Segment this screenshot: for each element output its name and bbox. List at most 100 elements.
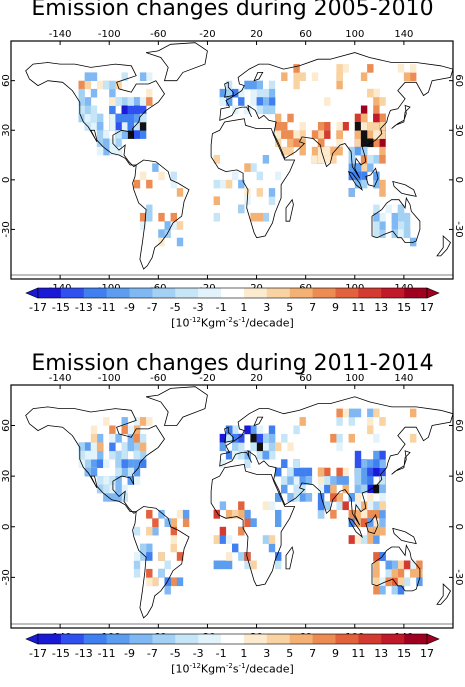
grid-cell bbox=[373, 433, 380, 443]
colorbar-segment bbox=[83, 634, 107, 644]
grid-cell bbox=[115, 146, 122, 156]
grid-cell bbox=[238, 204, 245, 214]
grid-cell bbox=[238, 97, 245, 106]
grid-cell bbox=[103, 146, 110, 156]
grid-cell bbox=[158, 212, 165, 222]
lon-tick-label-top: 60 bbox=[299, 29, 312, 40]
grid-cell bbox=[311, 130, 319, 139]
grid-cell bbox=[170, 212, 177, 222]
grid-cell bbox=[133, 442, 141, 452]
lat-tick-label-left: 30 bbox=[1, 124, 12, 137]
lon-tick-label-top: -60 bbox=[150, 29, 166, 40]
grid-cell bbox=[367, 88, 374, 98]
colorbar-tick-label: -3 bbox=[193, 647, 204, 660]
grid-cell bbox=[268, 80, 276, 90]
grid-cell bbox=[373, 408, 380, 418]
grid-cell bbox=[164, 221, 171, 230]
grid-cell bbox=[146, 417, 153, 426]
colorbar-segment bbox=[38, 634, 62, 644]
grid-cell bbox=[385, 204, 392, 214]
colorbar-tick-label: -11 bbox=[98, 647, 116, 660]
grid-cell bbox=[133, 179, 141, 189]
grid-cell bbox=[103, 80, 110, 90]
grid-cell bbox=[96, 484, 104, 494]
lon-tick-label-top: -20 bbox=[199, 373, 215, 384]
grid-cell bbox=[305, 467, 313, 477]
grid-cell bbox=[317, 484, 325, 494]
grid-cell bbox=[281, 484, 288, 494]
grid-cell bbox=[268, 88, 276, 98]
grid-cell bbox=[275, 518, 282, 527]
coastline-africa bbox=[210, 463, 296, 587]
grid-cell bbox=[213, 212, 220, 222]
grid-cell bbox=[121, 467, 128, 477]
colorbar-tick-label: -3 bbox=[193, 301, 204, 314]
grid-cell bbox=[139, 171, 147, 181]
hotspot-mexico bbox=[96, 476, 128, 502]
grid-cell bbox=[275, 552, 282, 561]
grid-cell bbox=[293, 64, 300, 73]
grid-cell bbox=[164, 560, 171, 570]
grid-cell bbox=[256, 171, 263, 181]
grid-cell bbox=[121, 72, 128, 81]
grid-cell bbox=[139, 130, 147, 139]
grid-cell bbox=[336, 442, 343, 452]
grid-cell bbox=[287, 130, 294, 139]
grid-cell bbox=[121, 425, 128, 435]
grid-cell bbox=[84, 80, 92, 90]
grid-cell bbox=[96, 450, 104, 460]
grid-cell bbox=[354, 501, 362, 511]
grid-cell bbox=[146, 212, 153, 222]
grid-cell bbox=[244, 163, 251, 172]
grid-cell bbox=[342, 122, 349, 131]
grid-cell bbox=[281, 433, 288, 443]
grid-cell bbox=[109, 138, 116, 148]
grid-cell bbox=[373, 484, 380, 494]
grid-cell bbox=[373, 552, 380, 561]
grid-cell bbox=[305, 476, 313, 485]
grid-cell bbox=[133, 450, 141, 460]
grid-cell bbox=[133, 122, 141, 131]
grid-cell bbox=[121, 459, 128, 468]
grid-cell bbox=[121, 105, 128, 115]
grid-cell bbox=[397, 585, 405, 595]
grid-cell bbox=[262, 442, 270, 452]
colorbar-segment bbox=[381, 288, 405, 298]
grid-cell bbox=[379, 188, 386, 197]
colorbar-tick-label: -13 bbox=[75, 301, 93, 314]
grid-cell bbox=[139, 212, 147, 222]
colorbar-tick-label: 15 bbox=[397, 647, 411, 660]
grid-cell bbox=[397, 204, 405, 214]
grid-cell bbox=[262, 105, 270, 115]
grid-cell bbox=[109, 113, 116, 123]
grid-cell bbox=[96, 146, 104, 156]
grid-cell bbox=[268, 425, 276, 435]
colorbar-tick-label: 17 bbox=[420, 647, 434, 660]
grid-cell bbox=[336, 417, 343, 426]
grid-cell bbox=[78, 88, 85, 98]
grid-cell bbox=[336, 408, 343, 418]
grid-cell bbox=[354, 535, 362, 544]
grid-cell bbox=[133, 417, 141, 426]
grid-cell bbox=[182, 518, 190, 527]
grid-cell bbox=[256, 450, 263, 460]
lon-tick-label-top: -100 bbox=[98, 29, 121, 40]
grid-cell bbox=[262, 450, 270, 460]
grid-cell bbox=[250, 425, 257, 435]
grid-cell bbox=[84, 442, 92, 452]
grid-cell bbox=[146, 526, 153, 536]
grid-cell bbox=[139, 552, 147, 561]
panel-title: Emission changes during 2011-2014 bbox=[31, 351, 434, 376]
grid-cell bbox=[103, 459, 110, 468]
grid-cell bbox=[139, 113, 147, 123]
grid-cell bbox=[152, 577, 159, 587]
grid-cell bbox=[219, 179, 227, 189]
colorbar-segment bbox=[289, 634, 313, 644]
colorbar-segment bbox=[266, 288, 290, 298]
lat-tick-label-right: 60 bbox=[453, 419, 464, 432]
grid-cell bbox=[348, 433, 355, 443]
grid-cell bbox=[133, 467, 141, 477]
grid-cell bbox=[262, 97, 270, 106]
grid-cell bbox=[219, 501, 227, 511]
grid-cell bbox=[348, 493, 355, 502]
